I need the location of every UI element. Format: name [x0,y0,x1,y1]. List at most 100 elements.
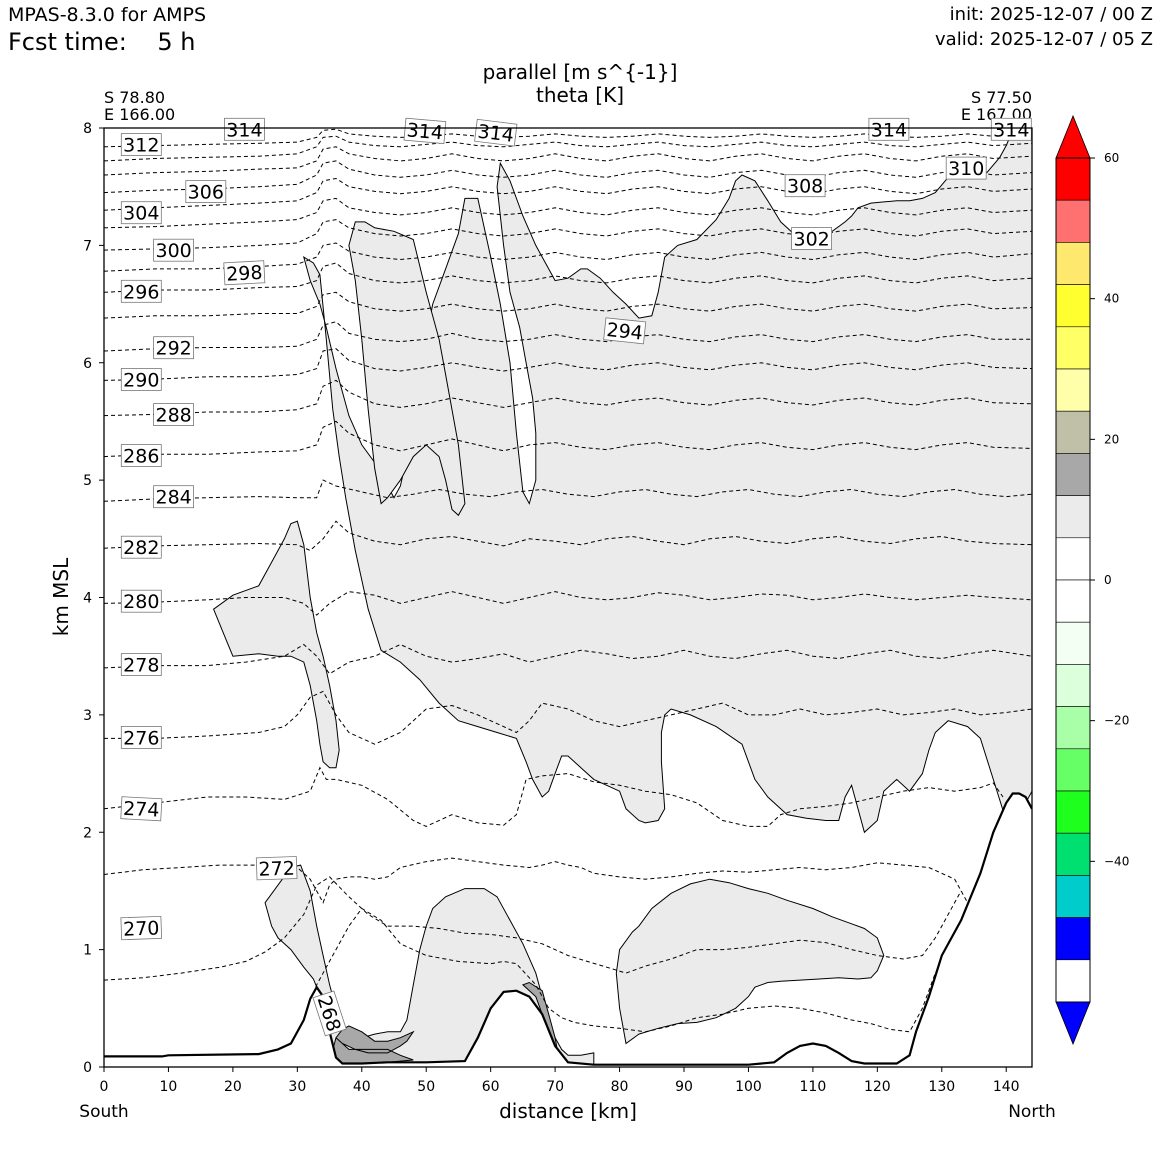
theta-label-box [255,856,298,881]
colorbar-segment [1055,621,1091,665]
y-tick-label: 4 [83,591,92,607]
theta-label-300: 300 [153,238,195,262]
theta-contour-294 [104,291,1032,319]
colorbar-segment [1055,410,1091,454]
theta-label-box [185,180,227,204]
theta-label-272: 272 [255,856,298,881]
init-time: init: 2025-12-07 / 00 Z [949,4,1153,25]
theta-label-312: 312 [120,133,162,157]
theta-label-box [120,915,163,941]
colorbar-segment [1055,579,1091,623]
theta-label-box [120,653,162,676]
valid-time: valid: 2025-12-07 / 05 Z [935,29,1153,50]
chart-subtitle: theta [K] [536,83,624,107]
theta-label-box [120,133,162,157]
colorbar-segment [1055,242,1091,285]
y-tick-label: 1 [83,943,92,959]
theta-label-box [474,118,518,147]
theta-label-text: 304 [123,203,159,225]
colorbar-tick-label: 60 [1104,151,1119,165]
theta-label-text: 314 [993,119,1029,141]
colorbar-tick-label: −20 [1104,714,1129,728]
theta-label-280: 280 [120,589,162,613]
colorbar-segment [1055,199,1091,243]
colorbar-under-arrow [1055,1001,1091,1046]
theta-contour-310 [104,135,1032,162]
wind-region-0-6-0 [302,128,1032,834]
y-tick-label: 0 [83,1060,92,1076]
theta-label-box [223,117,265,141]
x-tick-label: 10 [160,1079,178,1095]
theta-label-284: 284 [153,485,195,509]
theta-contour-296 [104,262,1032,293]
theta-contour-274 [104,766,1004,827]
model-name: MPAS-8.3.0 for AMPS [8,4,207,26]
theta-label-box [120,279,162,303]
theta-label-314: 314 [868,117,910,141]
theta-label-text: 314 [226,119,262,141]
theta-label-text: 296 [123,281,159,303]
x-tick-label: 120 [864,1079,891,1095]
forecast-time-label: Fcst time: [8,28,127,56]
theta-contour-280 [104,591,1032,616]
colorbar-segment [1055,664,1091,707]
colorbar-segment [1055,326,1091,370]
y-tick-label: 5 [83,473,92,489]
theta-label-text: 314 [871,119,907,141]
wind-region-0-6-4 [615,878,885,1045]
chart-title: parallel [m s^{-1}] [482,60,678,84]
theta-contour-300 [104,219,1032,251]
theta-label-text: 290 [123,369,159,391]
theta-label-box [223,260,266,286]
x-axis-label: distance [km] [499,1099,637,1123]
theta-contour-306 [104,160,1032,194]
theta-contour-284 [104,479,1032,502]
theta-contour-302 [104,197,1032,229]
theta-label-text: 276 [123,727,159,749]
theta-label-306: 306 [185,180,227,204]
theta-label-box [603,317,647,345]
theta-label-box [120,535,162,559]
theta-label-304: 304 [120,201,162,225]
colorbar-segment [1055,875,1091,918]
theta-label-box [120,796,163,822]
theta-label-text: 292 [155,338,191,360]
theta-contour-282 [104,520,1032,552]
theta-contour-278 [104,643,1032,675]
theta-label-text: 274 [123,798,160,822]
theta-label-290: 290 [120,367,162,391]
theta-label-box [791,227,832,250]
theta-label-box [120,367,162,391]
theta-label-text: 286 [123,446,159,468]
colorbar-tick-label: 40 [1104,292,1119,306]
right-endpoint-lat: S 77.50 [970,88,1032,107]
forecast-time-value: 5 h [157,28,196,56]
colorbar-segment [1055,706,1091,750]
theta-label-294: 294 [603,317,647,345]
x-tick-label: 60 [482,1079,500,1095]
wind-region-0-6-1 [212,520,340,769]
colorbar-over-arrow [1055,114,1091,159]
theta-contour-labels: 2682702722742762782802822842862882902922… [120,117,1032,1037]
theta-label-text: 306 [188,182,224,204]
y-tick-label: 2 [83,825,92,841]
theta-contour-286 [104,420,1032,458]
colorbar-segment [1055,284,1091,328]
theta-label-text: 298 [226,262,263,286]
theta-label-box [153,403,195,427]
x-tick-label: 50 [417,1079,435,1095]
theta-label-text: 288 [155,405,191,427]
theta-label-282: 282 [120,535,162,559]
theta-label-box [120,589,162,613]
colorbar-tick-label: −40 [1104,854,1129,868]
theta-label-274: 274 [120,796,163,822]
theta-label-text: 300 [155,240,191,262]
theta-contour-308 [104,146,1032,176]
colorbar-segment [1055,790,1091,834]
north-end-label: North [1008,1102,1056,1122]
theta-label-314: 314 [990,117,1032,141]
x-tick-label: 20 [224,1079,242,1095]
axes: 0 10 20 30 40 50 60 70 80 90 100 110 120 130 140 0 1 2 3 4 5… [83,121,1020,1095]
theta-label-278: 278 [120,653,162,677]
x-tick-label: 30 [288,1079,306,1095]
